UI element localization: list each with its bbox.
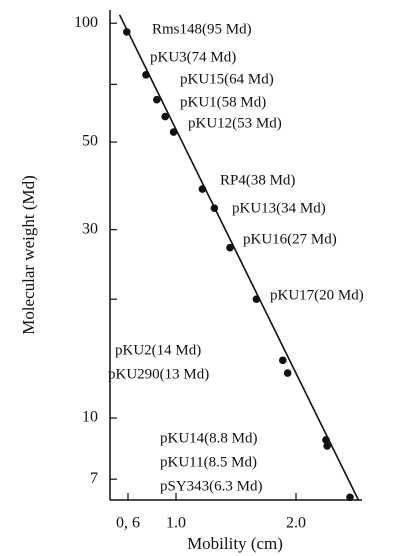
x-tick-label: 1.0 — [166, 515, 186, 532]
point — [252, 295, 261, 303]
point — [142, 71, 150, 79]
x-axis-label: Mobility (cm) — [187, 534, 283, 553]
point-label: pKU1(58 Md) — [180, 94, 266, 110]
point — [279, 356, 287, 365]
point — [210, 204, 219, 212]
point-label: pKU16(27 Md) — [243, 231, 337, 247]
point-label: pKU14(8.8 Md) — [160, 430, 258, 446]
point — [283, 369, 292, 377]
fit-line — [118, 14, 360, 501]
y-tick-label: 7 — [90, 470, 98, 487]
point — [153, 95, 161, 104]
point — [161, 112, 169, 121]
point-label: pKU3(74 Md) — [150, 49, 236, 65]
point — [198, 185, 207, 193]
y-axis-label: Molecular weight (Md) — [19, 175, 38, 335]
point-label: pKU2(14 Md) — [115, 342, 201, 358]
point-label: Rms148(95 Md) — [152, 21, 252, 37]
x-tick-label: 0, 6 — [116, 515, 140, 532]
y-tick-label: 30 — [82, 220, 98, 237]
y-tick-label: 50 — [82, 133, 98, 150]
point — [322, 436, 330, 444]
point-label: pKU11(8.5 Md) — [160, 454, 257, 470]
point — [226, 243, 234, 252]
point — [123, 28, 131, 36]
point-label: pKU15(64 Md) — [180, 71, 274, 87]
point-label: pKU12(53 Md) — [188, 115, 282, 131]
point-label: pSY343(6.3 Md) — [160, 478, 263, 494]
point-label: pKU13(34 Md) — [232, 200, 326, 216]
point-label: pKU290(13 Md) — [108, 366, 209, 382]
point — [169, 128, 178, 136]
y-tick-label: 100 — [74, 14, 98, 31]
x-tick-label: 2.0 — [286, 515, 306, 532]
y-tick-label: 10 — [82, 409, 98, 426]
point — [346, 493, 354, 502]
point — [323, 442, 332, 450]
point-label: RP4(38 Md) — [220, 172, 295, 188]
point-label: pKU17(20 Md) — [270, 287, 364, 303]
